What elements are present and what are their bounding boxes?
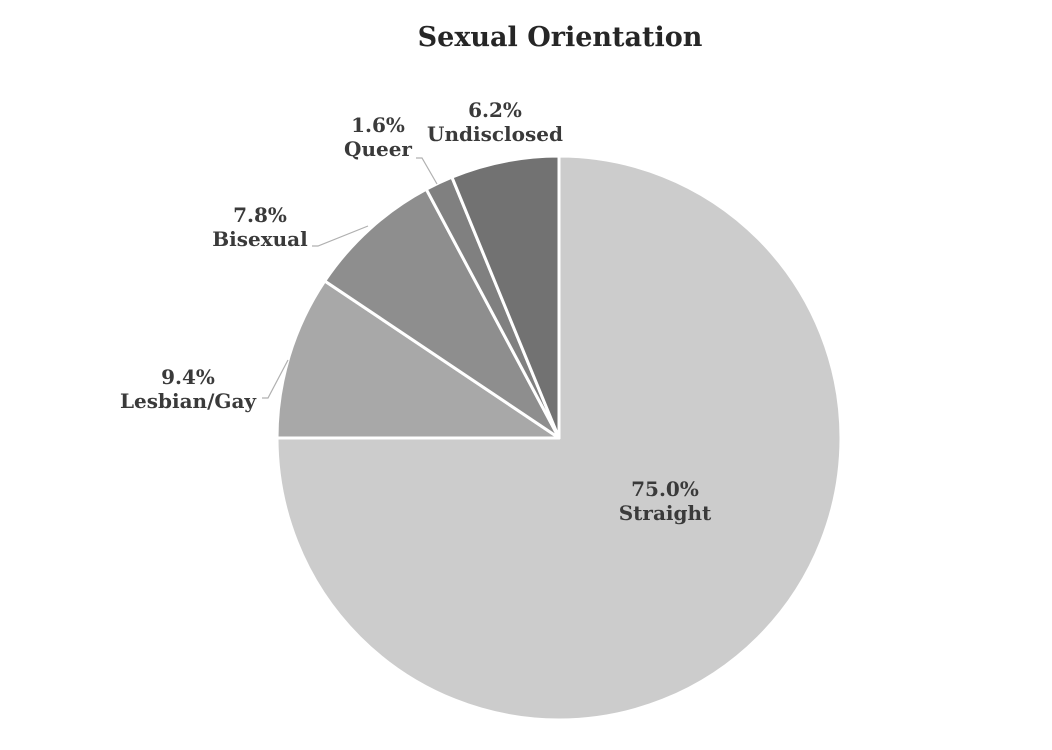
- pie-slice-bisexual: [323, 187, 561, 440]
- leader-line: [416, 157, 438, 185]
- slice-label: 6.2% Undisclosed: [427, 98, 563, 146]
- pie-slice-undisclosed: [450, 154, 561, 440]
- slice-value-label: 9.4%: [161, 365, 215, 389]
- slice-category-label: Undisclosed: [427, 122, 563, 146]
- slice-label: 9.4% Lesbian/Gay: [120, 365, 257, 413]
- pie-slice-straight: [275, 154, 843, 722]
- slice-value-label: 6.2%: [468, 98, 522, 122]
- slice-category-label: Queer: [344, 137, 412, 161]
- leader-lines: [262, 157, 438, 399]
- slice-category-label: Bisexual: [212, 227, 308, 251]
- pie-slices: [275, 154, 843, 722]
- leader-line: [262, 359, 289, 399]
- chart-title: Sexual Orientation: [417, 22, 703, 53]
- slice-category-label: Straight: [619, 501, 712, 525]
- slice-value-label: 75.0%: [631, 477, 699, 501]
- slice-value-label: 7.8%: [233, 203, 287, 227]
- pie-slice-lesbian-gay: [275, 279, 561, 440]
- slice-category-label: Lesbian/Gay: [120, 389, 257, 413]
- slice-label: 75.0% Straight: [619, 477, 712, 525]
- slice-label: 7.8% Bisexual: [212, 203, 308, 251]
- slice-value-label: 1.6%: [351, 113, 405, 137]
- leader-line: [312, 225, 369, 247]
- slice-labels: 75.0% Straight 9.4% Lesbian/Gay 7.8% Bisexual…: [120, 98, 712, 525]
- slice-label: 1.6% Queer: [344, 113, 412, 161]
